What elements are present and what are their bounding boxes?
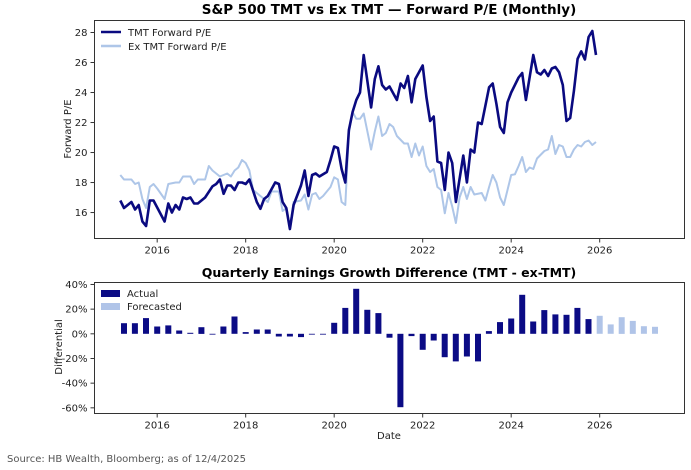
actual-bar: [375, 313, 382, 334]
y-tick-label: 18: [75, 178, 88, 189]
pe-chart-legend: TMT Forward P/E Ex TMT Forward P/E: [101, 28, 227, 53]
y-tick-label: 24: [75, 88, 88, 99]
y-tick-label: 0%: [72, 329, 88, 340]
actual-bar: [353, 288, 360, 334]
x-tick-label: 2018: [233, 246, 258, 257]
x-tick-label: 2016: [144, 421, 169, 432]
growth-diff-chart-xlabel: Date: [377, 431, 401, 442]
x-tick-label: 2022: [410, 246, 435, 257]
y-tick-label: 22: [75, 118, 88, 129]
ex-tmt-pe-line: [119, 111, 597, 229]
forecast-bar: [618, 317, 625, 334]
actual-bar: [574, 307, 581, 334]
actual-bar: [441, 333, 448, 358]
actual-bar: [242, 332, 249, 334]
x-tick-label: 2024: [498, 421, 523, 432]
growth-diff-chart-title: Quarterly Earnings Growth Difference (TM…: [202, 265, 577, 280]
x-tick-label: 2024: [498, 246, 523, 257]
actual-bar: [408, 333, 415, 337]
actual-bar: [176, 330, 183, 334]
actual-bar: [475, 333, 481, 362]
actual-bar: [541, 310, 548, 334]
tmt-pe-line: [119, 29, 598, 231]
y-tick-label: 20%: [65, 305, 87, 316]
y-tick-label: -60%: [62, 403, 88, 414]
actual-bar: [364, 309, 371, 334]
forecast-bar: [640, 326, 647, 334]
actual-bar: [331, 322, 338, 334]
legend-label-forecasted: Forecasted: [127, 302, 182, 313]
y-tick-label: 28: [75, 28, 88, 39]
actual-bar: [452, 333, 459, 362]
x-tick-label: 2016: [144, 246, 169, 257]
actual-bar: [121, 323, 127, 334]
growth-diff-chart-frame: [94, 282, 685, 414]
source-note: Source: HB Wealth, Bloomberg; as of 12/4…: [7, 454, 246, 465]
forecast-bar: [652, 326, 658, 334]
legend-label-ex-tmt: Ex TMT Forward P/E: [128, 42, 227, 53]
growth-diff-chart: Quarterly Earnings Growth Difference (TM…: [54, 265, 685, 442]
actual-bar: [463, 333, 470, 357]
legend-swatch-forecasted: [101, 303, 120, 310]
actual-bar: [397, 333, 404, 408]
actual-bar: [231, 316, 238, 334]
actual-bar: [264, 329, 271, 334]
actual-bar: [308, 333, 315, 335]
actual-bar: [430, 333, 437, 341]
actual-bar: [585, 319, 592, 334]
actual-bar: [563, 314, 570, 334]
actual-bar: [552, 314, 559, 334]
actual-bar: [419, 333, 426, 350]
actual-bar: [187, 332, 194, 334]
x-tick-label: 2026: [587, 246, 612, 257]
pe-chart-title: S&P 500 TMT vs Ex TMT — Forward P/E (Mon…: [202, 2, 577, 18]
y-tick-label: -20%: [62, 354, 88, 365]
x-tick-label: 2020: [321, 421, 346, 432]
actual-bar: [154, 326, 161, 334]
legend-label-tmt: TMT Forward P/E: [127, 28, 211, 39]
actual-bar: [508, 318, 515, 334]
actual-bar: [131, 323, 138, 334]
legend-label-actual: Actual: [127, 289, 158, 300]
x-tick-label: 2018: [233, 421, 258, 432]
actual-bar: [143, 318, 149, 334]
actual-bar: [342, 307, 349, 334]
y-tick-label: -40%: [62, 379, 88, 390]
actual-bar: [198, 327, 205, 334]
x-tick-label: 2020: [321, 246, 346, 257]
pe-chart: S&P 500 TMT vs Ex TMT — Forward P/E (Mon…: [63, 2, 685, 257]
actual-bar: [253, 329, 260, 334]
pe-chart-ylabel: Forward P/E: [63, 99, 74, 158]
x-tick-label: 2022: [410, 421, 435, 432]
growth-diff-chart-legend: Actual Forecasted: [101, 289, 182, 313]
actual-bar: [275, 333, 282, 337]
actual-bar: [320, 333, 326, 335]
actual-bar: [519, 294, 526, 334]
actual-bar: [165, 325, 172, 334]
pe-chart-frame: [94, 20, 685, 239]
actual-bar: [497, 322, 503, 334]
x-tick-label: 2026: [587, 421, 612, 432]
actual-bar: [209, 333, 216, 335]
actual-bar: [220, 326, 227, 334]
y-tick-label: 20: [75, 148, 88, 159]
actual-bar: [298, 333, 304, 338]
forecast-bar: [629, 320, 636, 334]
y-tick-label: 16: [75, 208, 88, 219]
actual-bar: [485, 331, 492, 334]
y-tick-label: 26: [75, 58, 88, 69]
actual-bar: [286, 333, 293, 337]
forecast-bar: [596, 315, 603, 334]
y-tick-label: 40%: [65, 280, 87, 291]
forecast-bar: [607, 324, 614, 334]
growth-diff-chart-ylabel: Differential: [54, 319, 65, 375]
actual-bar: [530, 321, 537, 334]
actual-bar: [386, 333, 393, 338]
legend-swatch-actual: [101, 290, 120, 297]
